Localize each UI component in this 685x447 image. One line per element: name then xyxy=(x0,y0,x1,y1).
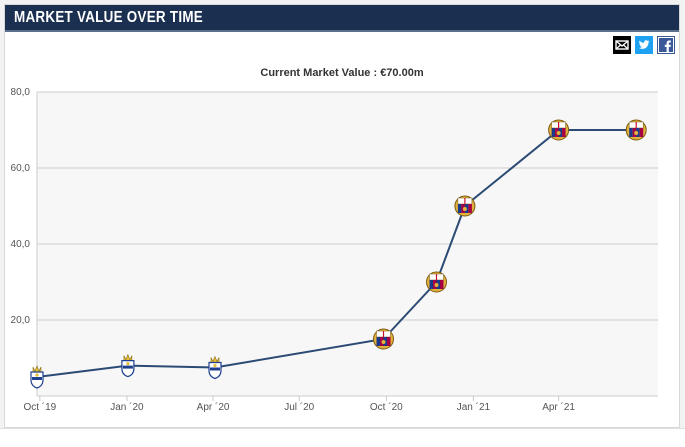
crest-band xyxy=(210,367,220,371)
bottom-divider xyxy=(0,428,685,447)
crest-ball xyxy=(634,131,639,135)
twitter-share-button[interactable] xyxy=(635,36,653,54)
chart-title: Current Market Value : €70.00m xyxy=(260,67,424,79)
section-header: MARKET VALUE OVER TIME xyxy=(5,5,679,32)
envelope-icon xyxy=(615,40,629,50)
data-point xyxy=(454,195,476,217)
crest-ball xyxy=(434,283,439,287)
market-value-line xyxy=(36,129,637,378)
crest-band xyxy=(122,365,133,369)
x-tick-label: Apr ´20 xyxy=(197,401,230,413)
x-tick-label: Jan ´20 xyxy=(110,401,144,413)
crest-stripe xyxy=(440,280,444,289)
market-value-line-chart: 20,0 40,0 60,0 80,0 Oct ´19 Jan ´20 Apr ´20 Jul… xyxy=(11,87,658,413)
crest-emblem xyxy=(213,363,217,368)
crest-stripe xyxy=(457,204,462,213)
data-point xyxy=(373,328,394,350)
data-point xyxy=(208,355,222,380)
crest-ball xyxy=(556,131,561,135)
crest-stripe xyxy=(376,337,380,346)
x-tick-label: Jul ´20 xyxy=(284,401,314,413)
x-tick-label: Jan ´21 xyxy=(457,401,491,413)
crest-stripe xyxy=(562,128,566,137)
crest-ball xyxy=(381,340,386,344)
y-tick-label: 80,0 xyxy=(11,87,31,98)
x-tick-label: Oct ´20 xyxy=(370,401,403,413)
section-title: MARKET VALUE OVER TIME xyxy=(14,9,203,26)
y-tick-label: 40,0 xyxy=(11,239,31,250)
data-point xyxy=(121,353,135,378)
crest-emblem xyxy=(35,373,39,377)
email-share-button[interactable] xyxy=(613,36,631,54)
facebook-share-button[interactable] xyxy=(657,36,675,54)
data-point xyxy=(548,119,570,141)
crest-stripe xyxy=(387,337,391,346)
crest-stripe xyxy=(429,280,433,289)
data-point xyxy=(30,365,44,389)
crest-stripe xyxy=(639,128,644,137)
y-tick-label: 60,0 xyxy=(11,163,31,174)
crest-stripe xyxy=(551,128,556,137)
crest-emblem xyxy=(126,362,130,366)
y-tick-label: 20,0 xyxy=(11,315,31,326)
crest-stripe xyxy=(468,204,472,213)
crest-stripe xyxy=(629,128,633,137)
x-tick-label: Apr ´21 xyxy=(542,401,575,413)
facebook-f-icon xyxy=(658,37,674,53)
data-point xyxy=(426,271,447,293)
crest-ball xyxy=(462,207,467,211)
crest-band xyxy=(32,377,42,380)
x-tick-label: Oct ´19 xyxy=(23,401,56,413)
twitter-bird-icon xyxy=(638,40,650,49)
data-point xyxy=(625,119,647,141)
